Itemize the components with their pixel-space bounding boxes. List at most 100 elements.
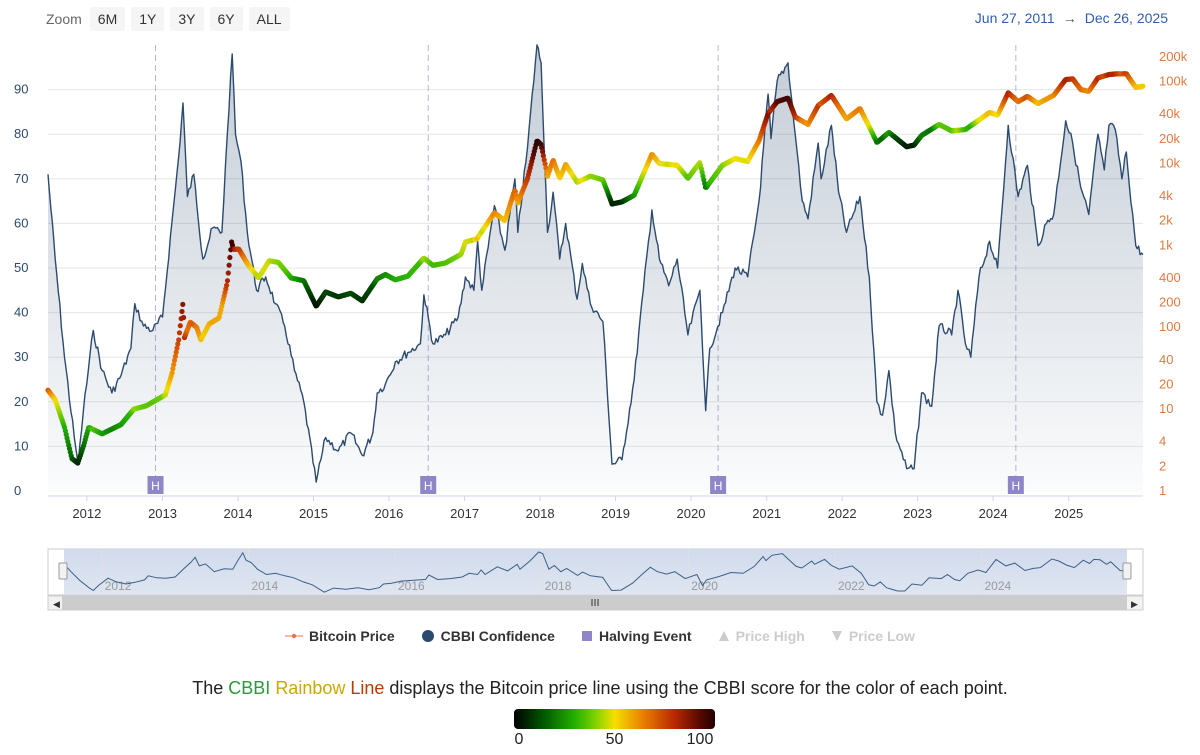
navigator-tick-label: 2024 [984, 579, 1011, 593]
price-point [171, 362, 177, 368]
zoom-3y-button[interactable]: 3Y [170, 7, 204, 31]
caption-cbbi: CBBI [228, 678, 271, 698]
scroll-left-arrow-icon[interactable]: ◀ [53, 600, 60, 610]
y-right-tick-label: 200k [1159, 49, 1188, 64]
halving-marker[interactable]: H [1007, 476, 1024, 494]
price-point [177, 323, 183, 329]
navigator-left-handle[interactable] [58, 562, 68, 580]
range-navigator[interactable]: 2012 2014 2016 2018 2020 2022 2024 ◀ ▶ [47, 548, 1144, 611]
y-right-tick-label: 20 [1159, 376, 1173, 391]
date-range: Jun 27, 2011 → Dec 26, 2025 [975, 10, 1168, 26]
price-point [227, 254, 233, 261]
bitcoin-price-legend-icon [285, 633, 304, 639]
price-point [1140, 83, 1146, 89]
navigator-tick-label: 2022 [838, 579, 865, 593]
range-arrow: → [1062, 10, 1077, 26]
halving-marker-label: H [714, 479, 723, 493]
scroll-right-arrow-icon[interactable]: ▶ [1131, 600, 1138, 610]
y-right-tick-label: 100k [1159, 74, 1188, 89]
zoom-6y-button[interactable]: 6Y [209, 7, 243, 31]
caption-line: Line [350, 678, 385, 698]
y-left-tick-label: 70 [14, 171, 28, 186]
halving-marker-box [1007, 476, 1024, 494]
y-axis-right-labels: 1 2 4 10 20 40 100 200 400 1k 2k 4k 10k 20k 40k 100k 200… [1159, 49, 1188, 498]
cbbi-chart[interactable]: 2012 2013 2014 2015 2016 2017 2018 2019 2020 2021… [0, 40, 1200, 615]
halving-marker[interactable]: H [710, 476, 727, 494]
halving-marker-label: H [424, 479, 433, 493]
halving-marker[interactable]: H [147, 476, 164, 494]
halving-marker-label: H [1012, 479, 1021, 493]
navigator-tick-label: 2020 [691, 579, 718, 593]
y-right-tick-label: 200 [1159, 295, 1181, 310]
zoom-toolbar: Zoom 6M 1Y 3Y 6Y ALL [46, 7, 290, 31]
halving-marker-box [420, 476, 437, 494]
zoom-6m-button[interactable]: 6M [89, 7, 126, 31]
price-point [175, 341, 181, 347]
caption-rainbow: Rainbow [275, 678, 346, 698]
price-point [170, 366, 176, 372]
color-scale-labels: 0 50 100 [514, 729, 715, 749]
y-right-tick-label: 100 [1159, 319, 1181, 334]
price-point [539, 145, 545, 151]
price-point [541, 157, 547, 163]
cbbi-confidence-area [48, 45, 1143, 491]
y-left-tick-label: 50 [14, 260, 28, 275]
bitcoin-price-rainbow-line[interactable] [45, 71, 1146, 466]
cbbi-confidence-line[interactable] [47, 44, 1144, 483]
scrollbar-grip-icon [591, 599, 599, 606]
color-scale-bar [514, 709, 715, 729]
price-point [543, 165, 549, 171]
x-tick-label: 2025 [1054, 506, 1083, 521]
price-point [224, 278, 231, 284]
price-point [542, 161, 548, 167]
legend-label: Halving Event [598, 628, 692, 644]
zoom-all-button[interactable]: ALL [248, 7, 290, 31]
color-scale-label: 50 [605, 731, 624, 748]
price-point [176, 337, 182, 343]
price-point [172, 353, 178, 359]
legend-price-low[interactable]: Price Low [831, 628, 915, 644]
range-from[interactable]: Jun 27, 2011 [974, 10, 1055, 26]
price-point [181, 314, 187, 321]
halving-marker-label: H [151, 479, 160, 493]
halving-marker-box [710, 476, 727, 494]
cbbi-confidence-legend-icon [421, 630, 434, 642]
chart-caption: The CBBI Rainbow Line displays the Bitco… [0, 678, 1200, 699]
x-tick-label: 2020 [677, 506, 706, 521]
navigator-cbbi-line [63, 551, 1128, 593]
price-point [225, 270, 231, 276]
legend-label: Bitcoin Price [309, 628, 395, 644]
caption-prefix: The [192, 678, 229, 698]
zoom-label: Zoom [46, 11, 82, 27]
price-point [171, 357, 178, 363]
navigator-right-handle[interactable] [1122, 562, 1132, 580]
y-right-tick-label: 4k [1159, 188, 1173, 203]
y-axis-left-labels: 0 10 20 30 40 50 60 70 80 90 [14, 82, 28, 498]
range-to[interactable]: Dec 26, 2025 [1084, 10, 1168, 26]
y-right-tick-label: 1 [1159, 483, 1166, 498]
navigator-tick-label: 2012 [105, 579, 132, 593]
legend-cbbi-confidence[interactable]: CBBI Confidence [421, 628, 555, 644]
halving-marker-box [147, 476, 164, 494]
zoom-1y-button[interactable]: 1Y [131, 7, 165, 31]
x-tick-label: 2017 [450, 506, 479, 521]
y-left-tick-label: 30 [14, 349, 28, 364]
halving-marker[interactable]: H [420, 476, 437, 494]
x-tick-label: 2012 [72, 506, 101, 521]
x-tick-label: 2019 [601, 506, 630, 521]
legend-price-high[interactable]: Price High [718, 628, 805, 644]
navigator-tick-label: 2018 [545, 579, 572, 593]
price-point [176, 330, 183, 336]
chart-legend: Bitcoin Price CBBI Confidence Halving Ev… [0, 628, 1200, 644]
color-scale-label: 0 [514, 731, 524, 748]
x-tick-label: 2024 [979, 506, 1008, 521]
x-tick-label: 2021 [752, 506, 781, 521]
triangle-down-icon [831, 631, 842, 641]
x-axis-ticks: 2012 2013 2014 2015 2016 2017 2018 2019 2020 2021… [72, 496, 1083, 521]
navigator-selection[interactable] [64, 549, 1127, 595]
caption-suffix: displays the Bitcoin price line using th… [384, 678, 1008, 698]
legend-bitcoin-price[interactable]: Bitcoin Price [285, 628, 395, 644]
legend-halving-event[interactable]: Halving Event [581, 628, 692, 644]
y-right-tick-label: 40k [1159, 106, 1180, 121]
